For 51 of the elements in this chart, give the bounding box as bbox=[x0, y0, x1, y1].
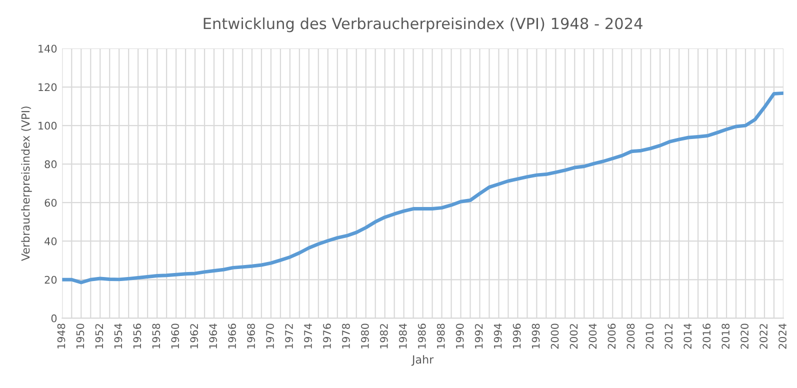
x-axis-title: Jahr bbox=[411, 355, 434, 366]
x-tick-label: 1952 bbox=[95, 324, 104, 348]
x-tick-label: 2022 bbox=[760, 324, 768, 349]
x-tick-label: 1984 bbox=[398, 324, 407, 348]
x-tick-label: 1982 bbox=[380, 324, 388, 348]
x-tick-label: 1976 bbox=[323, 324, 331, 348]
y-tick-label: 100 bbox=[38, 122, 57, 130]
x-tick-label: 1986 bbox=[418, 324, 426, 348]
y-tick-label: 140 bbox=[38, 44, 57, 53]
x-tick-label: 1950 bbox=[76, 324, 84, 348]
x-tick-label: 1998 bbox=[532, 324, 540, 348]
x-tick-label: 1962 bbox=[190, 324, 198, 348]
x-tick-label: 2012 bbox=[664, 324, 673, 349]
x-tick-label: 1956 bbox=[133, 324, 142, 348]
x-tick-label: 1972 bbox=[285, 324, 293, 348]
x-tick-label: 2020 bbox=[740, 324, 749, 349]
x-tick-label: 2000 bbox=[550, 324, 559, 349]
x-tick-label: 1992 bbox=[474, 324, 483, 348]
x-tick-label: 1954 bbox=[114, 324, 122, 348]
x-tick-label: 1958 bbox=[152, 324, 160, 348]
x-tick-label: 1974 bbox=[304, 324, 312, 348]
x-tick-label: 1980 bbox=[361, 324, 369, 348]
x-tick-label: 2016 bbox=[702, 324, 711, 349]
x-tick-label: 2004 bbox=[588, 324, 597, 349]
chart-title: Entwicklung des Verbraucherpreisindex (VPI) 1948 - 2024 bbox=[204, 17, 642, 32]
x-tick-label: 1964 bbox=[209, 324, 218, 348]
x-tick-label: 1978 bbox=[342, 324, 350, 348]
x-tick-label: 2014 bbox=[684, 324, 692, 349]
line-series bbox=[62, 91, 784, 284]
x-tick-label: 1988 bbox=[436, 324, 445, 348]
x-tick-label: 2008 bbox=[626, 324, 635, 349]
x-tick-label: 2010 bbox=[646, 324, 654, 349]
x-tick-label: 2024 bbox=[778, 324, 786, 349]
y-tick-label: 40 bbox=[44, 237, 57, 246]
y-tick-label: 20 bbox=[44, 276, 57, 284]
x-tick-label: 1960 bbox=[171, 324, 180, 348]
y-axis-title: Verbraucherpreisindex (VPI) bbox=[21, 106, 32, 261]
x-tick-label: 1990 bbox=[456, 324, 464, 348]
y-tick-label: 80 bbox=[44, 160, 57, 168]
x-tick-label: 2006 bbox=[608, 324, 616, 349]
x-tick-label: 1966 bbox=[228, 324, 236, 348]
x-tick-label: 1994 bbox=[494, 324, 502, 348]
x-tick-label: 2002 bbox=[570, 324, 578, 349]
y-tick-label: 60 bbox=[44, 198, 57, 207]
y-tick-label: 0 bbox=[51, 314, 57, 322]
x-tick-label: 1970 bbox=[266, 324, 274, 348]
y-tick-label: 120 bbox=[38, 83, 57, 92]
x-tick-label: 1948 bbox=[57, 324, 66, 348]
x-tick-label: 2018 bbox=[722, 324, 730, 349]
x-tick-label: 1968 bbox=[247, 324, 255, 348]
x-tick-label: 1996 bbox=[512, 324, 521, 348]
